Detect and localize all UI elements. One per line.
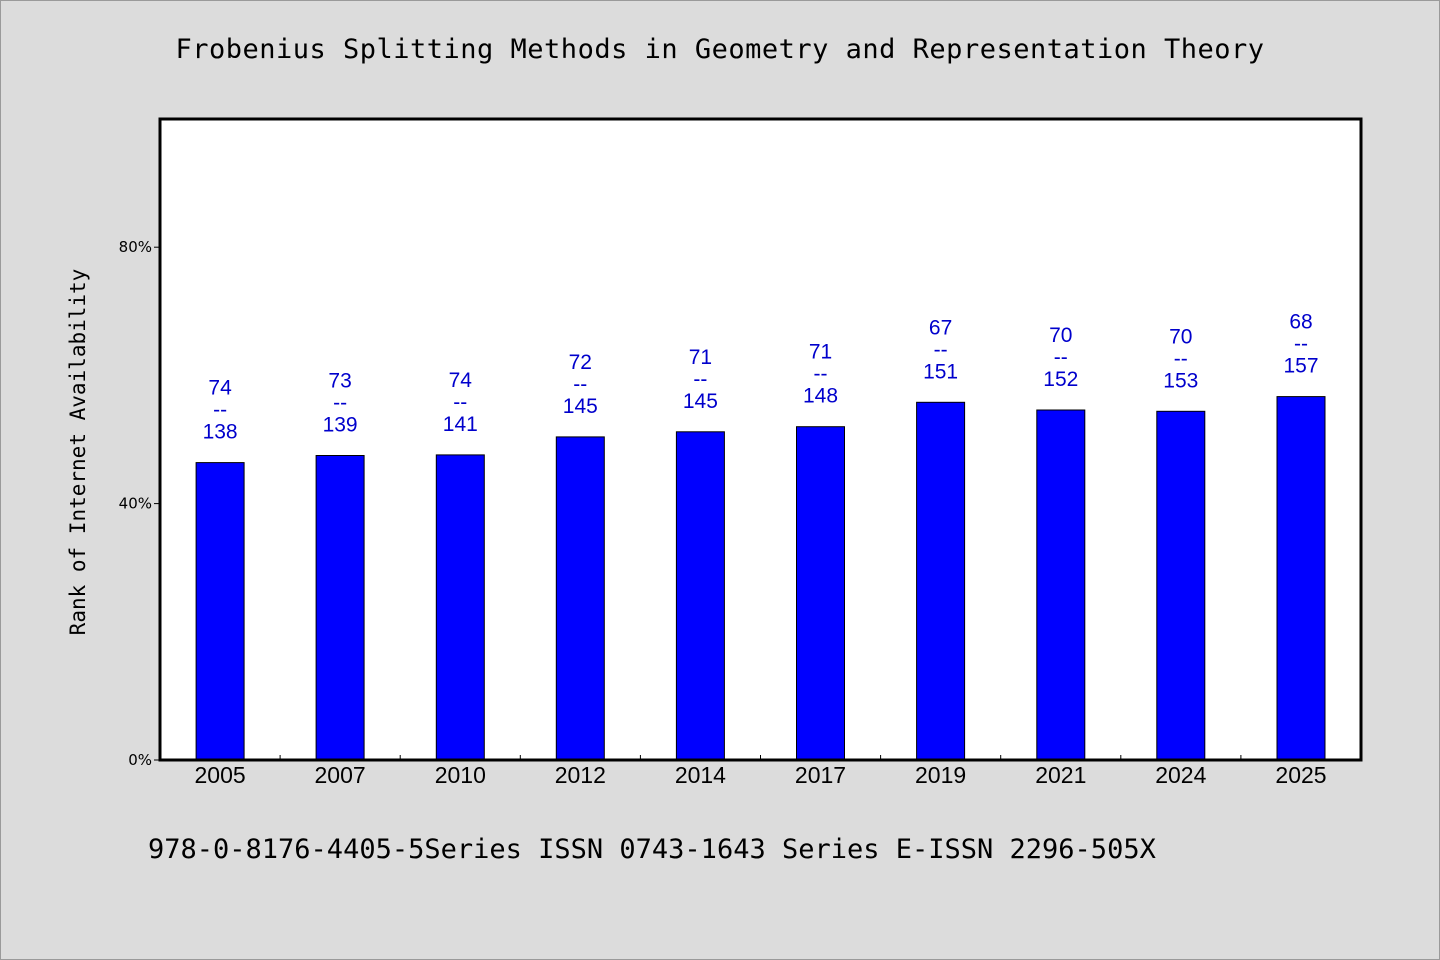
bar-2025 bbox=[1276, 396, 1326, 761]
data-label-rank-2024: 70 bbox=[1169, 325, 1192, 348]
plot-border bbox=[158, 117, 1363, 762]
bar-2017 bbox=[796, 426, 845, 761]
bar-2021 bbox=[1036, 409, 1086, 761]
data-label-total-2017: 148 bbox=[803, 385, 838, 408]
data-label-rank-2012: 72 bbox=[569, 351, 592, 374]
y-tick-label-80%: 80% bbox=[119, 238, 152, 256]
data-label-total-2025: 157 bbox=[1283, 355, 1318, 378]
data-label-total-2019: 151 bbox=[923, 360, 958, 383]
data-label-rank-2014: 71 bbox=[689, 346, 712, 369]
data-label-total-2007: 139 bbox=[323, 414, 358, 437]
x-tick-label-2012: 2012 bbox=[555, 762, 606, 788]
x-tick-label-2014: 2014 bbox=[675, 762, 726, 788]
bar-2005 bbox=[195, 462, 245, 761]
x-tick-label-2007: 2007 bbox=[315, 762, 366, 788]
bars-layer bbox=[195, 396, 1326, 761]
y-tick-label-0%: 0% bbox=[128, 751, 152, 769]
x-tick-label-2005: 2005 bbox=[195, 762, 246, 788]
x-tick-label-2019: 2019 bbox=[915, 762, 966, 788]
data-labels-layer: 74--13873--13974--14172--14571--14571--1… bbox=[203, 311, 1319, 444]
data-label-sep-2017: -- bbox=[814, 363, 828, 386]
data-label-total-2005: 138 bbox=[203, 421, 238, 444]
x-tick-label-2010: 2010 bbox=[435, 762, 486, 788]
data-label-sep-2005: -- bbox=[213, 399, 227, 422]
bar-2014 bbox=[675, 431, 725, 761]
x-tick-label-2021: 2021 bbox=[1035, 762, 1086, 788]
data-label-total-2014: 145 bbox=[683, 390, 718, 413]
data-label-rank-2017: 71 bbox=[809, 341, 832, 364]
data-label-sep-2010: -- bbox=[453, 391, 467, 414]
chart-title: Frobenius Splitting Methods in Geometry … bbox=[175, 34, 1265, 65]
data-label-rank-2025: 68 bbox=[1289, 311, 1312, 334]
data-label-sep-2007: -- bbox=[333, 392, 347, 415]
data-label-sep-2014: -- bbox=[693, 368, 707, 391]
y-tick-label-40%: 40% bbox=[119, 495, 152, 513]
data-label-sep-2024: -- bbox=[1174, 347, 1188, 370]
bar-2007 bbox=[315, 455, 365, 761]
x-tick-label-2017: 2017 bbox=[795, 762, 846, 788]
ticks-layer: 2005 2007 2010 2012 2014 2017 2019 2021 2024 2025… bbox=[119, 238, 1327, 788]
isbn-issn-footer: 978-0-8176-4405-5Series ISSN 0743-1643 S… bbox=[148, 834, 1156, 865]
data-label-total-2010: 141 bbox=[443, 413, 478, 436]
data-label-rank-2005: 74 bbox=[208, 377, 232, 400]
bar-2024 bbox=[1156, 410, 1206, 761]
data-label-sep-2019: -- bbox=[934, 338, 948, 361]
data-label-rank-2021: 70 bbox=[1049, 324, 1072, 347]
data-label-rank-2007: 73 bbox=[328, 370, 351, 393]
data-label-total-2024: 153 bbox=[1163, 369, 1198, 392]
data-label-sep-2021: -- bbox=[1054, 346, 1068, 369]
bar-2010 bbox=[435, 454, 485, 761]
x-tick-label-2024: 2024 bbox=[1155, 762, 1206, 788]
data-label-sep-2012: -- bbox=[573, 373, 587, 396]
data-label-sep-2025: -- bbox=[1294, 333, 1308, 356]
data-label-total-2021: 152 bbox=[1043, 368, 1078, 391]
data-label-rank-2010: 74 bbox=[449, 369, 473, 392]
x-tick-label-2025: 2025 bbox=[1275, 762, 1326, 788]
bar-2012 bbox=[555, 436, 605, 761]
data-label-rank-2019: 67 bbox=[929, 316, 952, 339]
bar-2019 bbox=[916, 401, 966, 761]
data-label-total-2012: 145 bbox=[563, 395, 598, 418]
